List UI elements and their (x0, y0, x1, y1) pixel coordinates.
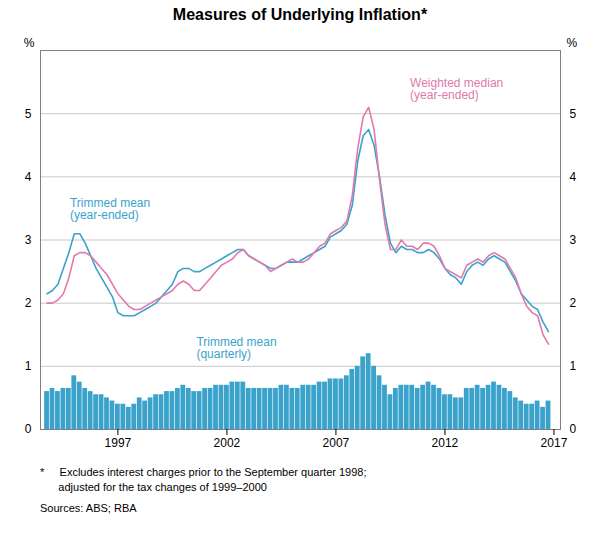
svg-text:3: 3 (570, 233, 577, 247)
svg-text:1: 1 (570, 359, 577, 373)
svg-text:1997: 1997 (105, 436, 132, 450)
svg-text:5: 5 (570, 107, 577, 121)
svg-text:2: 2 (570, 296, 577, 310)
svg-text:0: 0 (25, 422, 32, 436)
html-text:* Excludes interest charges pr: * Excludes interest charges prior to the… (40, 466, 367, 478)
svg-text:3: 3 (25, 233, 32, 247)
svg-text:1: 1 (25, 359, 32, 373)
svg-text:%: % (567, 36, 578, 50)
svg-text:2012: 2012 (432, 436, 459, 450)
svg-text:2: 2 (25, 296, 32, 310)
svg-text:Trimmed mean(quarterly): Trimmed mean(quarterly) (196, 335, 276, 361)
svg-text:Weighted median(year-ended): Weighted median(year-ended) (410, 76, 503, 102)
html-text:adjusted for the tax changes o: adjusted for the tax changes of 1999–200… (40, 481, 267, 493)
svg-text:4: 4 (25, 170, 32, 184)
html-text:Measures of Underlying Inflati: Measures of Underlying Inflation* (172, 6, 428, 23)
svg-text:%: % (24, 36, 35, 50)
html-text:Sources: ABS; RBA: Sources: ABS; RBA (40, 502, 137, 514)
svg-text:2007: 2007 (323, 436, 350, 450)
svg-text:2002: 2002 (214, 436, 241, 450)
svg-text:2017: 2017 (541, 436, 568, 450)
svg-text:0: 0 (570, 422, 577, 436)
svg-text:Trimmed mean(year-ended): Trimmed mean(year-ended) (70, 196, 150, 222)
svg-text:4: 4 (570, 170, 577, 184)
svg-text:5: 5 (25, 107, 32, 121)
